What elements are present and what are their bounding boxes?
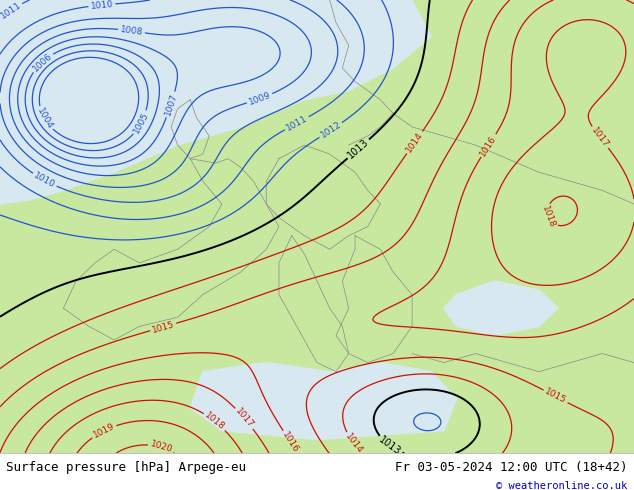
Text: 1013: 1013	[346, 137, 371, 161]
Text: 1012: 1012	[319, 120, 343, 140]
Polygon shape	[0, 0, 431, 204]
Text: 1016: 1016	[479, 133, 498, 158]
Text: Fr 03-05-2024 12:00 UTC (18+42): Fr 03-05-2024 12:00 UTC (18+42)	[395, 461, 628, 474]
Text: 1010: 1010	[32, 171, 57, 190]
Text: 1015: 1015	[151, 319, 176, 335]
Text: 1014: 1014	[404, 130, 425, 154]
Text: Surface pressure [hPa] Arpege-eu: Surface pressure [hPa] Arpege-eu	[6, 461, 247, 474]
Text: 1018: 1018	[540, 204, 556, 229]
Text: 1016: 1016	[280, 430, 301, 454]
Text: 1017: 1017	[233, 407, 256, 430]
Text: 1004: 1004	[35, 106, 54, 131]
Text: 1017: 1017	[590, 125, 611, 149]
Text: 1008: 1008	[119, 25, 143, 37]
Text: 1015: 1015	[543, 387, 568, 406]
Text: 1010: 1010	[90, 0, 113, 11]
Text: 1006: 1006	[30, 51, 54, 74]
Text: 1013: 1013	[377, 435, 403, 457]
Text: 1011: 1011	[0, 0, 23, 21]
Polygon shape	[444, 281, 558, 335]
Text: 1014: 1014	[344, 432, 365, 455]
Polygon shape	[190, 363, 456, 440]
Text: 1005: 1005	[132, 111, 150, 135]
Text: 1018: 1018	[203, 411, 226, 432]
Text: 1009: 1009	[247, 90, 272, 107]
Text: 1011: 1011	[285, 114, 309, 133]
Text: © weatheronline.co.uk: © weatheronline.co.uk	[496, 481, 628, 490]
Text: 1019: 1019	[91, 421, 116, 440]
Text: 1007: 1007	[163, 92, 179, 117]
Text: 1020: 1020	[149, 440, 173, 455]
